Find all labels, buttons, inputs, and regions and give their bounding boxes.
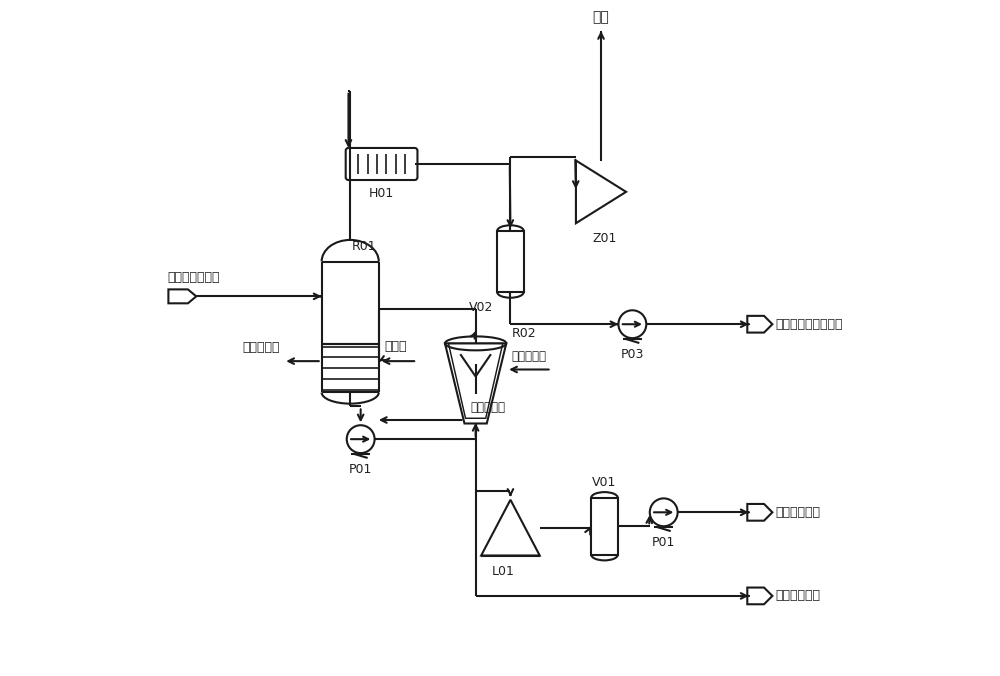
Text: 蒸汽来: 蒸汽来 (384, 340, 407, 353)
Polygon shape (747, 587, 772, 604)
Text: V02: V02 (469, 301, 493, 314)
FancyBboxPatch shape (346, 148, 417, 180)
Polygon shape (445, 343, 506, 423)
Text: 蒸汽凝结水: 蒸汽凝结水 (242, 341, 280, 354)
Text: P01: P01 (349, 463, 372, 476)
Text: Z01: Z01 (592, 233, 617, 245)
Circle shape (650, 498, 678, 526)
Bar (591, 498, 618, 555)
Polygon shape (747, 504, 772, 521)
Text: 放空: 放空 (593, 11, 609, 24)
Text: 冷却水来水: 冷却水来水 (512, 349, 547, 362)
Text: L01: L01 (492, 565, 515, 578)
Text: R01: R01 (352, 240, 376, 253)
Text: P03: P03 (621, 348, 644, 361)
Polygon shape (481, 500, 540, 556)
Text: 凝结水去过滤机冲洗: 凝结水去过滤机冲洗 (776, 318, 843, 331)
Text: 结晶钾盐外运: 结晶钾盐外运 (776, 589, 821, 602)
Text: 滤液来自滤液泵: 滤液来自滤液泵 (167, 271, 220, 284)
Text: R02: R02 (512, 327, 536, 340)
Text: P01: P01 (652, 536, 675, 549)
Circle shape (618, 310, 646, 338)
Circle shape (347, 425, 375, 453)
Polygon shape (168, 289, 196, 304)
Text: H01: H01 (369, 187, 394, 200)
Polygon shape (747, 316, 772, 333)
Bar (497, 231, 524, 292)
Polygon shape (576, 160, 626, 223)
Text: 冷却水回水: 冷却水回水 (470, 402, 505, 414)
Text: 母液回氧化塔: 母液回氧化塔 (776, 506, 821, 518)
Text: V01: V01 (592, 477, 617, 489)
